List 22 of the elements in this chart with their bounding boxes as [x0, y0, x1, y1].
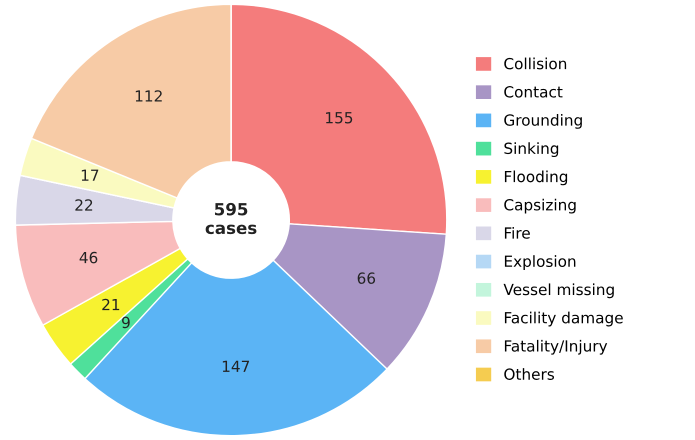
- data-label: 22: [75, 199, 92, 211]
- legend-label: Sinking: [504, 142, 558, 158]
- data-label: 147: [222, 360, 250, 372]
- legend-label: Vessel missing: [504, 283, 614, 298]
- legend-label: Facility damage: [504, 312, 623, 326]
- legend-label: Fatality/Injury: [504, 340, 608, 355]
- data-label: 17: [82, 170, 98, 181]
- text: 595 cases: [206, 202, 256, 234]
- legend-label: Grounding: [504, 114, 582, 129]
- data-label: 112: [136, 90, 162, 102]
- data-label: 21: [102, 298, 120, 310]
- legend-label: Flooding: [504, 170, 568, 186]
- data-label: 9: [122, 316, 130, 328]
- legend-label: Explosion: [504, 255, 576, 270]
- legend-label: Contact: [504, 86, 562, 98]
- legend-label: Fire: [504, 226, 530, 239]
- data-label: 66: [358, 272, 376, 284]
- data-label: 155: [326, 112, 352, 124]
- legend-label: Collision: [504, 58, 566, 70]
- legend-label: Others: [504, 368, 554, 380]
- data-label: 46: [80, 252, 98, 264]
- legend-label: Capsizing: [504, 198, 576, 214]
